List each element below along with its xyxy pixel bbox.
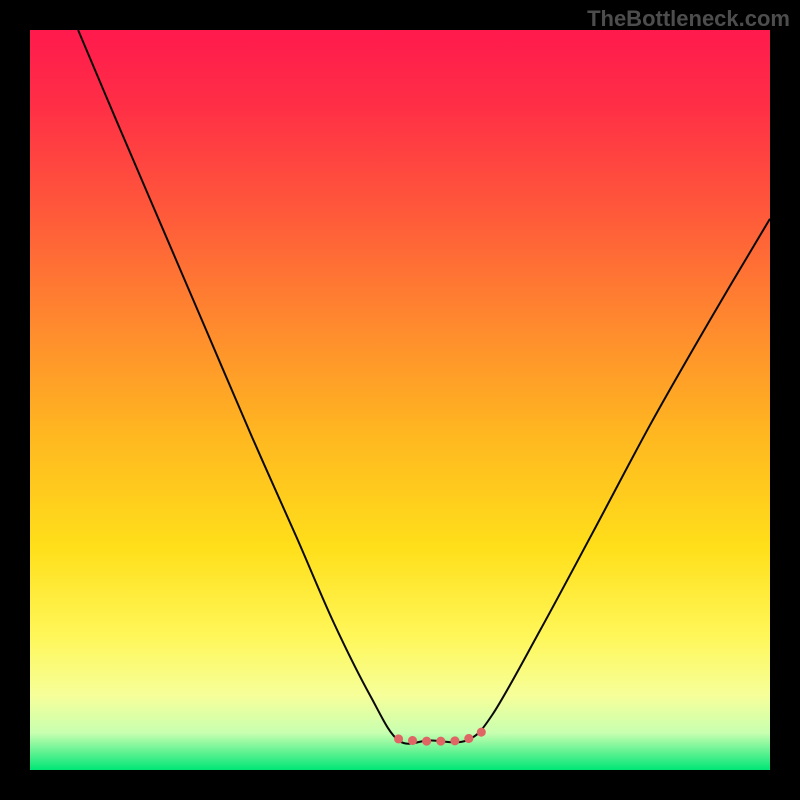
watermark-text: TheBottleneck.com — [587, 6, 790, 32]
chart-background — [30, 30, 770, 770]
bottleneck-chart — [30, 30, 770, 770]
